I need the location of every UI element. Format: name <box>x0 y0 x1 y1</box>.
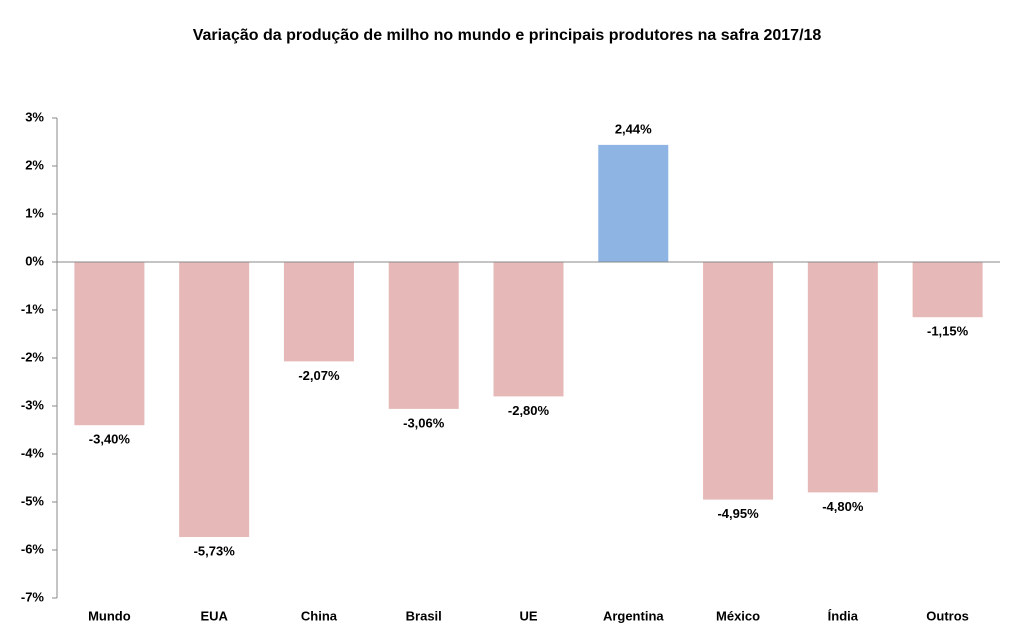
x-tick-label: Índia <box>828 608 859 623</box>
x-tick-label: Brasil <box>406 608 442 623</box>
data-label: -1,15% <box>927 324 969 339</box>
data-label: -5,73% <box>194 543 236 558</box>
y-tick-label: 3% <box>25 109 44 124</box>
bar <box>388 262 459 409</box>
x-tick-label: EUA <box>200 608 228 623</box>
y-tick-label: 0% <box>25 253 44 268</box>
x-tick-label: Mundo <box>88 608 131 623</box>
bar <box>283 262 354 362</box>
data-label: -3,06% <box>403 415 445 430</box>
chart-title: Variação da produção de milho no mundo e… <box>193 27 822 44</box>
x-tick-label: México <box>716 608 760 623</box>
x-tick-label: China <box>301 608 338 623</box>
data-label: -4,95% <box>717 506 759 521</box>
bar <box>179 262 250 538</box>
data-label: -2,07% <box>298 368 340 383</box>
data-label: 2,44% <box>615 121 652 136</box>
bar <box>598 144 669 262</box>
y-tick-label: -2% <box>21 349 45 364</box>
x-tick-label: UE <box>519 608 537 623</box>
data-label: -4,80% <box>822 499 864 514</box>
y-tick-label: 2% <box>25 157 44 172</box>
x-tick-label: Argentina <box>603 608 664 623</box>
bar <box>74 262 145 426</box>
y-tick-label: 1% <box>25 205 44 220</box>
data-label: -3,40% <box>89 432 131 447</box>
bar <box>807 262 878 493</box>
bar <box>912 262 983 318</box>
y-tick-label: -5% <box>21 493 45 508</box>
y-tick-label: -6% <box>21 541 45 556</box>
y-tick-label: -7% <box>21 589 45 604</box>
y-tick-label: -4% <box>21 445 45 460</box>
x-tick-label: Outros <box>926 608 969 623</box>
bar <box>493 262 564 397</box>
bar <box>703 262 774 500</box>
y-tick-label: -1% <box>21 301 45 316</box>
y-tick-label: -3% <box>21 397 45 412</box>
data-label: -2,80% <box>508 403 550 418</box>
